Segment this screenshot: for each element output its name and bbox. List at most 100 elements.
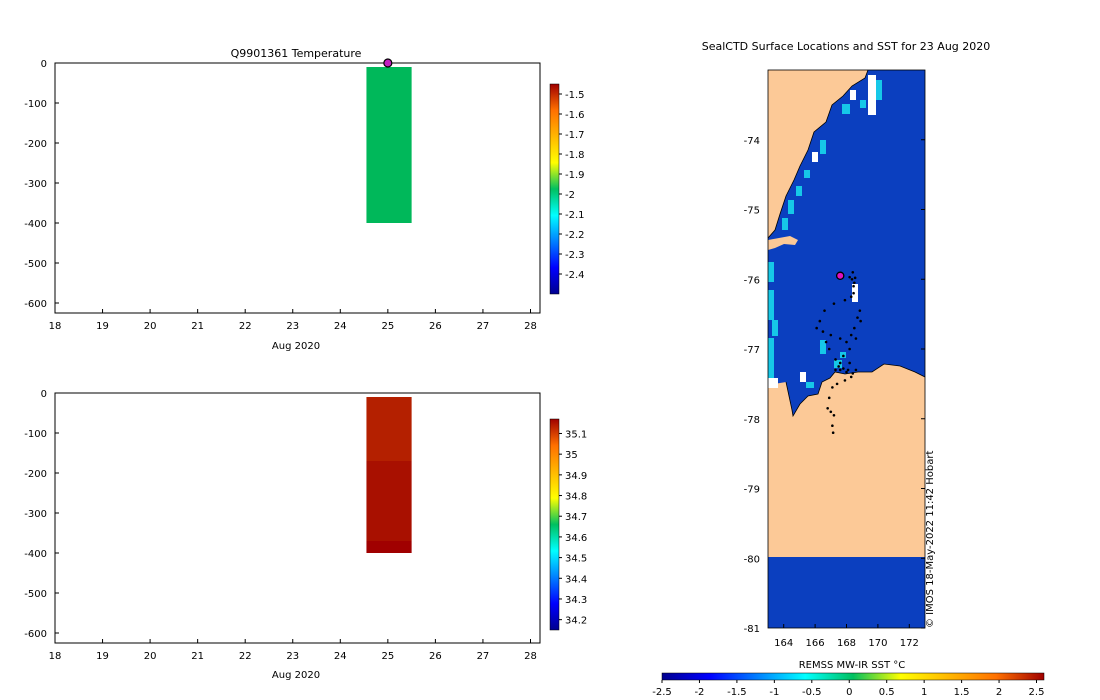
map-track-point (854, 368, 858, 372)
map-colorbar-tick-label: 0 (846, 687, 852, 698)
salinity-ytick-label: -100 (24, 429, 47, 440)
map-colorbar-tick-label: -1 (769, 687, 779, 698)
map-colorbar-tick-label: 0.5 (879, 687, 895, 698)
salinity-colorbar-tick-label: 34.9 (565, 471, 587, 482)
temperature-colorbar-tick-label: -2 (565, 190, 575, 201)
temperature-ytick-label: -500 (24, 259, 47, 270)
map-sea-ice-pixel (768, 262, 774, 282)
salinity-ytick-label: -200 (24, 469, 47, 480)
salinity-ytick-label: 0 (41, 389, 47, 400)
map-track-point (859, 319, 862, 323)
temperature-xtick-label: 20 (144, 321, 157, 332)
map-track-point (845, 340, 848, 344)
map-colorbar-tick-label: -1.5 (727, 687, 747, 698)
salinity-xtick-label: 22 (239, 651, 252, 662)
map-colorbar-tick-label: -2.5 (652, 687, 672, 698)
map-track-point (853, 281, 856, 285)
salinity-ytick-label: -500 (24, 589, 47, 600)
map-xtick-label: 166 (806, 638, 825, 649)
map-track-point (824, 340, 828, 344)
map-track-point (858, 309, 862, 312)
map-sea-ice-pixel (850, 90, 856, 100)
salinity-colorbar-tick-label: 34.2 (565, 616, 587, 627)
map-track-point (842, 367, 845, 370)
salinity-xtick-label: 20 (144, 651, 157, 662)
map-colorbar-tick-label: -0.5 (802, 687, 822, 698)
temperature-cell-0 (366, 67, 412, 223)
salinity-cell-0 (366, 397, 412, 461)
map-land-island (768, 236, 798, 250)
map-sea-ice-pixel (812, 152, 818, 162)
salinity-xlabel: Aug 2020 (272, 670, 320, 681)
temperature-xtick-label: 28 (524, 321, 537, 332)
map-sea-ice-pixel (768, 378, 778, 388)
map-sea-ice-pixel (820, 140, 826, 154)
map-track-point (842, 354, 845, 358)
map-track-point (851, 372, 855, 375)
map-ytick-label: -79 (744, 485, 760, 496)
map-track-point (838, 368, 842, 372)
temperature-xtick-label: 26 (429, 321, 442, 332)
map-track-point (821, 330, 825, 333)
salinity-xtick-label: 19 (96, 651, 109, 662)
temperature-xtick-label: 21 (191, 321, 204, 332)
map-track-point (853, 276, 857, 280)
temperature-ytick-label: -300 (24, 179, 47, 190)
map-sea-ice-pixel (804, 170, 810, 178)
temperature-xtick-label: 23 (286, 321, 299, 332)
map-xtick-label: 172 (900, 638, 919, 649)
temperature-panel: Q9901361 Temperature 18 19 20 21 22 23 24 25 26 2… (24, 47, 584, 352)
map-colorbar-tick-label: 2.5 (1029, 687, 1045, 698)
map-track-point (849, 295, 853, 298)
salinity-xtick-label: 24 (334, 651, 347, 662)
temperature-ytick-label: 0 (41, 59, 47, 70)
temperature-xtick-label: 18 (49, 321, 62, 332)
map-ross-ice-shelf (768, 364, 925, 557)
salinity-colorbar-tick-label: 34.5 (565, 554, 587, 565)
map-coastline (767, 69, 869, 239)
map-track-point (856, 316, 859, 319)
temperature-current-marker (383, 58, 393, 68)
map-track-point (850, 277, 854, 281)
map-track-point (834, 358, 837, 361)
map-colorbar-tick-label: 1 (921, 687, 927, 698)
map-track-point (849, 375, 853, 379)
map-track-point (851, 270, 855, 274)
map-sea-ice-pixel (796, 186, 802, 196)
salinity-ytick-label: -600 (24, 629, 47, 640)
map-track-point (823, 309, 826, 312)
temperature-colorbar-tick-label: -2.1 (565, 210, 585, 221)
salinity-cell-1 (366, 461, 412, 541)
temperature-colorbar-tick-label: -2.4 (565, 270, 585, 281)
map-track-point (853, 326, 856, 330)
map-track-point (827, 347, 831, 351)
map-xtick-label: 168 (837, 638, 856, 649)
salinity-xtick-label: 28 (524, 651, 537, 662)
map-credit: © IMOS 18-May-2022 11:42 Hobart (925, 451, 936, 628)
map-track-point (831, 424, 834, 428)
salinity-colorbar (549, 418, 560, 631)
map-track-point (837, 365, 840, 368)
map-track-point (845, 370, 848, 374)
map-ytick-label: -81 (744, 624, 760, 635)
map-xtick-label: 170 (868, 638, 887, 649)
map-track-point (829, 410, 833, 414)
temperature-colorbar-tick-label: -1.7 (565, 130, 585, 141)
temperature-colorbar-tick-label: -1.6 (565, 110, 585, 121)
map-sea-ice-pixel (768, 338, 774, 378)
map-track-point (854, 337, 858, 340)
temperature-colorbar-tick-label: -1.9 (565, 170, 585, 181)
map-track-point (843, 379, 847, 382)
salinity-xtick-label: 25 (381, 651, 394, 662)
map-sea-ice-pixel (788, 200, 794, 214)
map-track-point (849, 333, 853, 337)
salinity-xtick-label: 21 (191, 651, 204, 662)
map-track-point (838, 337, 842, 340)
map-track-point (829, 333, 833, 337)
map-ytick-label: -77 (744, 345, 760, 356)
map-track-point (848, 347, 851, 351)
map-sea-ice-pixel (772, 320, 778, 336)
salinity-xtick-label: 26 (429, 651, 442, 662)
temperature-ytick-label: -600 (24, 299, 47, 310)
map-panel: SealCTD Surface Locations and SST for 23… (652, 40, 1044, 698)
